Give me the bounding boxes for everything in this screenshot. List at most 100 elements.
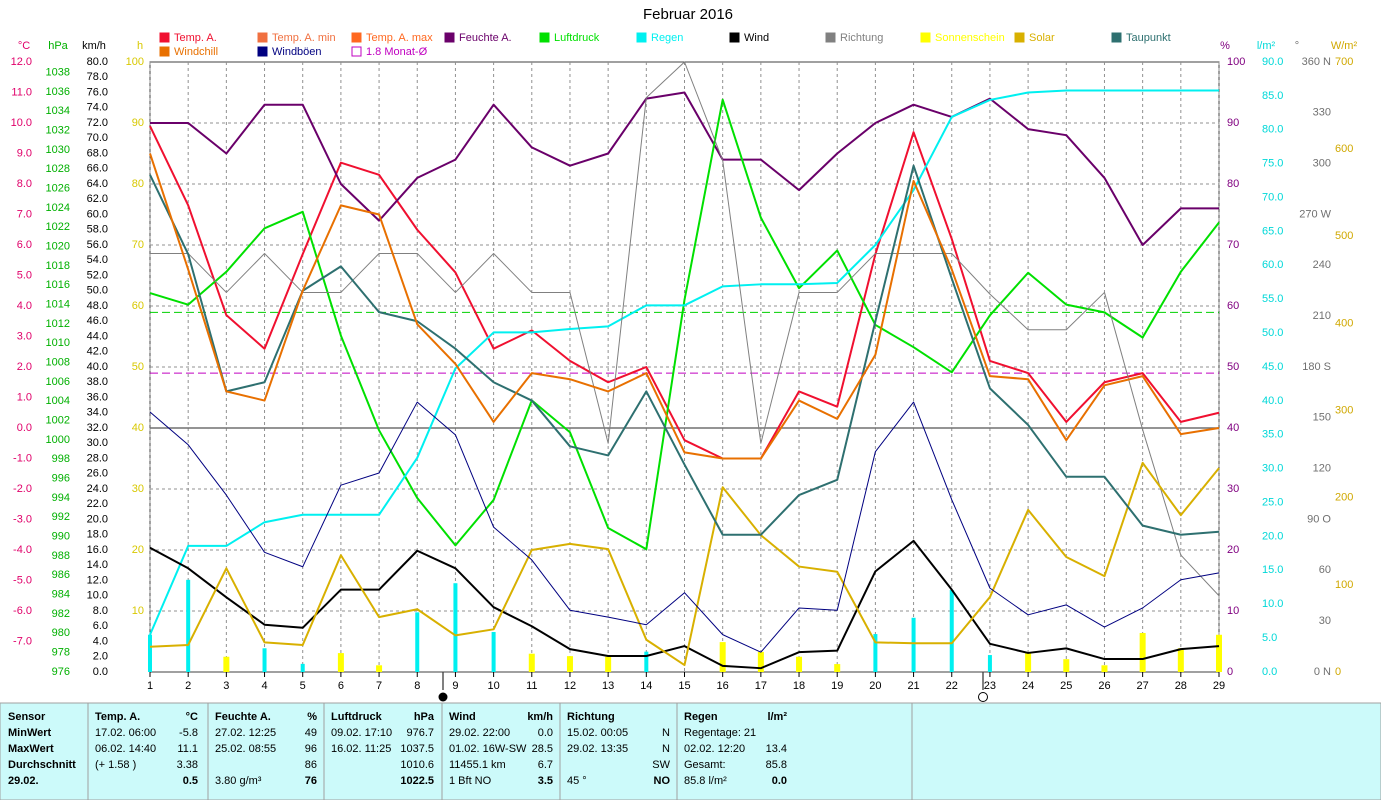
bar (757, 651, 764, 672)
table-cell: 06.02. 14:40 (95, 743, 156, 755)
y-tick-label: 70.0 (1262, 191, 1283, 203)
bar (566, 656, 573, 672)
y-tick-label: 1020 (46, 241, 70, 253)
table-value: 28.5 (532, 743, 553, 755)
y-tick-label: 70.0 (87, 132, 108, 144)
series-line (150, 91, 1219, 246)
y-tick-label: 34.0 (87, 407, 108, 419)
table-value: 6.7 (538, 759, 553, 771)
y-tick-label: 30.0 (87, 437, 108, 449)
table-header: Temp. A. (95, 711, 140, 723)
y-tick-label: 66.0 (87, 163, 108, 175)
series-line (149, 461, 1220, 667)
y-tick-label: 0.0 (17, 422, 32, 434)
table-cell: 29.02. 22:00 (449, 727, 510, 739)
y-tick-label: 50 (132, 361, 144, 373)
y-tick-label: 48.0 (87, 300, 108, 312)
legend-swatch (257, 46, 268, 57)
x-tick-label: 8 (414, 680, 420, 692)
table-header: Feuchte A. (215, 711, 271, 723)
legend-swatch (920, 32, 931, 43)
y-tick-label: 32.0 (87, 422, 108, 434)
table-value: 13.4 (766, 743, 787, 755)
y-tick-label: 978 (52, 647, 70, 659)
rain-bar (644, 651, 649, 672)
legend-swatch (444, 32, 455, 43)
table-cell: 17.02. 06:00 (95, 727, 156, 739)
table-unit: hPa (414, 711, 435, 723)
rain-bar (911, 617, 916, 672)
table-value: 96 (305, 743, 317, 755)
y-tick-label: 976 (52, 666, 70, 678)
y-tick-label: 1014 (46, 299, 70, 311)
background (0, 0, 1381, 703)
legend-label: 1.8 Monat-Ø (366, 46, 428, 58)
y-tick-label: -7.0 (13, 635, 32, 647)
table-unit: km/h (527, 711, 553, 723)
table-value: 0.5 (183, 775, 198, 787)
bar (1139, 632, 1146, 672)
y-tick-label: 75.0 (1262, 158, 1283, 170)
y-tick-label: 30 (1227, 483, 1239, 495)
y-tick-label: 60.0 (87, 208, 108, 220)
y-tick-label: 25.0 (1262, 496, 1283, 508)
x-tick-label: 11 (526, 680, 537, 692)
table-cell: (+ 1.58 ) (95, 759, 136, 771)
y-tick-label: 0 (1335, 666, 1341, 678)
y-tick-label: 80 (1227, 178, 1239, 190)
bar (1177, 648, 1184, 672)
bar (1101, 665, 1108, 672)
y-tick-label: 984 (52, 589, 70, 601)
table-cell: 27.02. 12:25 (215, 727, 276, 739)
y-tick-label: 36.0 (87, 391, 108, 403)
bar (223, 656, 230, 672)
legend-label: Feuchte A. (459, 32, 512, 44)
x-tick-label: 1 (147, 680, 153, 692)
legend-swatch (257, 32, 268, 43)
y-tick-label: 150 (1313, 412, 1331, 424)
legend-label: Luftdruck (554, 32, 600, 44)
y-tick-label: 3.0 (17, 330, 32, 342)
y-tick-label: 30.0 (1262, 463, 1283, 475)
table-header: Regen (684, 711, 718, 723)
y-tick-label: 85.0 (1262, 90, 1283, 102)
y-tick-label: 54.0 (87, 254, 108, 266)
legend-label: Richtung (840, 32, 883, 44)
x-tick-label: 28 (1175, 680, 1187, 692)
x-tick-label: 19 (831, 680, 843, 692)
table-cell: MaxWert (8, 743, 54, 755)
axis-title: l/m² (1257, 40, 1276, 52)
y-tick-label: 1002 (46, 415, 70, 427)
table-header: Richtung (567, 711, 615, 723)
y-tick-label: 20.0 (1262, 530, 1283, 542)
x-tick-label: 23 (984, 680, 996, 692)
axis-title: ° (1295, 40, 1299, 52)
y-tick-label: 78.0 (87, 71, 108, 83)
y-tick-label: 55.0 (1262, 293, 1283, 305)
x-tick-label: 24 (1022, 680, 1034, 692)
table-cell: 45 ° (567, 775, 587, 787)
table-cell: Gesamt: (684, 759, 726, 771)
x-tick-label: 3 (223, 680, 229, 692)
bar (1216, 634, 1222, 672)
y-tick-label: 1016 (46, 279, 70, 291)
bar (796, 656, 803, 672)
table-value: 0.0 (772, 775, 787, 787)
x-tick-label: 7 (376, 680, 382, 692)
y-tick-label: 8.0 (17, 178, 32, 190)
y-tick-label: 80.0 (1262, 124, 1283, 136)
legend-swatch (351, 32, 362, 43)
y-tick-label: 56.0 (87, 239, 108, 251)
y-tick-label: 24.0 (87, 483, 108, 495)
y-tick-label: 700 (1335, 56, 1353, 68)
axis-title: km/h (82, 40, 106, 52)
table-value: 1022.5 (400, 775, 434, 787)
y-tick-label: 10 (1227, 605, 1239, 617)
table-value: N (662, 727, 670, 739)
legend-label: Windchill (174, 46, 218, 58)
table-value: 85.8 (766, 759, 787, 771)
y-tick-label: 12.0 (11, 56, 32, 68)
y-tick-label: 40.0 (87, 361, 108, 373)
y-tick-label: 38.0 (87, 376, 108, 388)
